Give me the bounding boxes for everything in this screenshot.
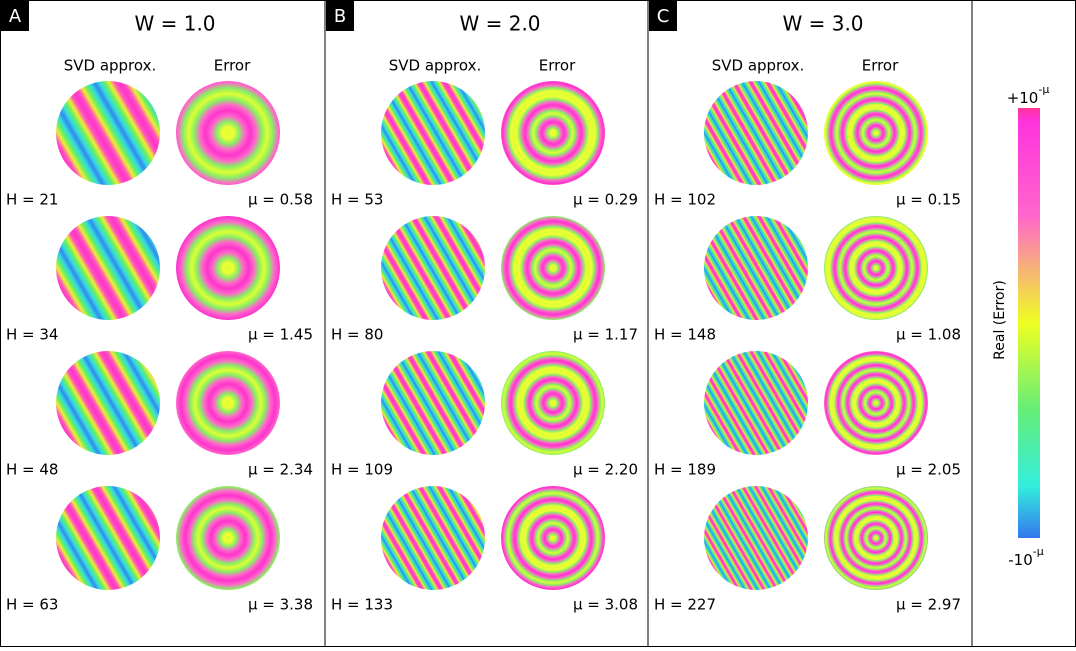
base: +10 (1007, 89, 1039, 107)
base: -10 (1008, 551, 1033, 569)
mu-label: μ = 3.38 (248, 596, 313, 614)
mu-label: μ = 0.58 (248, 191, 313, 209)
svd-image (704, 486, 808, 590)
svd-image (56, 216, 160, 320)
h-label: H = 63 (6, 596, 58, 614)
h-label: H = 48 (6, 461, 58, 479)
svd-image (381, 486, 485, 590)
column-header: SVD approx. (712, 57, 805, 75)
panel-label: B (334, 6, 346, 27)
mu-label: μ = 2.05 (896, 461, 961, 479)
mu-label: μ = 1.17 (573, 326, 638, 344)
mu-label: μ = 0.29 (573, 191, 638, 209)
column-header: Error (862, 57, 899, 75)
svd-image (56, 351, 160, 455)
panel: A W = 1.0 SVD approx. Error H = 21 μ = 0.58 H … (1, 1, 313, 614)
h-label: H = 34 (6, 326, 58, 344)
error-image (176, 486, 280, 590)
error-image (824, 81, 928, 185)
svd-image (704, 351, 808, 455)
panels: A W = 1.0 SVD approx. Error H = 21 μ = 0.58 H … (1, 1, 961, 614)
svd-image (381, 216, 485, 320)
h-label: H = 109 (331, 461, 393, 479)
error-image (501, 351, 605, 455)
colorbar-top-label: +10-μ (1007, 83, 1050, 107)
svd-image (381, 81, 485, 185)
exponent: -μ (1038, 83, 1049, 96)
error-image (176, 216, 280, 320)
colorbar-gradient (1018, 108, 1040, 538)
h-label: H = 148 (654, 326, 716, 344)
error-image (824, 351, 928, 455)
panel-title: W = 2.0 (459, 12, 540, 36)
h-label: H = 80 (331, 326, 383, 344)
svd-image (56, 81, 160, 185)
h-label: H = 133 (331, 596, 393, 614)
mu-label: μ = 2.34 (248, 461, 313, 479)
panel: C W = 3.0 SVD approx. Error H = 102 μ = 0.15 H… (649, 1, 961, 614)
column-header: Error (214, 57, 251, 75)
svd-image (704, 81, 808, 185)
error-image (501, 486, 605, 590)
column-header: SVD approx. (389, 57, 482, 75)
error-image (176, 81, 280, 185)
colorbar-title: Real (Error) (992, 280, 1008, 360)
error-image (824, 216, 928, 320)
column-header: SVD approx. (64, 57, 157, 75)
error-image (176, 351, 280, 455)
h-label: H = 227 (654, 596, 716, 614)
panel-label-box (1, 1, 29, 31)
mu-label: μ = 1.08 (896, 326, 961, 344)
h-label: H = 189 (654, 461, 716, 479)
error-image (501, 216, 605, 320)
panel: B W = 2.0 SVD approx. Error H = 53 μ = 0.29 H … (326, 1, 638, 614)
svd-image (381, 351, 485, 455)
mu-label: μ = 2.97 (896, 596, 961, 614)
h-label: H = 102 (654, 191, 716, 209)
colorbar-bottom-label: -10-μ (1008, 545, 1043, 569)
panel-label-box (649, 1, 677, 31)
mu-label: μ = 2.20 (573, 461, 638, 479)
mu-label: μ = 0.15 (896, 191, 961, 209)
panel-title: W = 1.0 (134, 12, 215, 36)
column-header: Error (539, 57, 576, 75)
svd-image (704, 216, 808, 320)
panel-label: A (9, 6, 22, 27)
mu-label: μ = 1.45 (248, 326, 313, 344)
mu-label: μ = 3.08 (573, 596, 638, 614)
error-image (501, 81, 605, 185)
error-image (824, 486, 928, 590)
h-label: H = 21 (6, 191, 58, 209)
svd-image (56, 486, 160, 590)
panel-label-box (326, 1, 354, 31)
exponent: -μ (1033, 545, 1044, 558)
colorbar: +10-μ -10-μ Real (Error) (992, 83, 1049, 569)
h-label: H = 53 (331, 191, 383, 209)
panel-label: C (657, 6, 670, 27)
panel-title: W = 3.0 (782, 12, 863, 36)
